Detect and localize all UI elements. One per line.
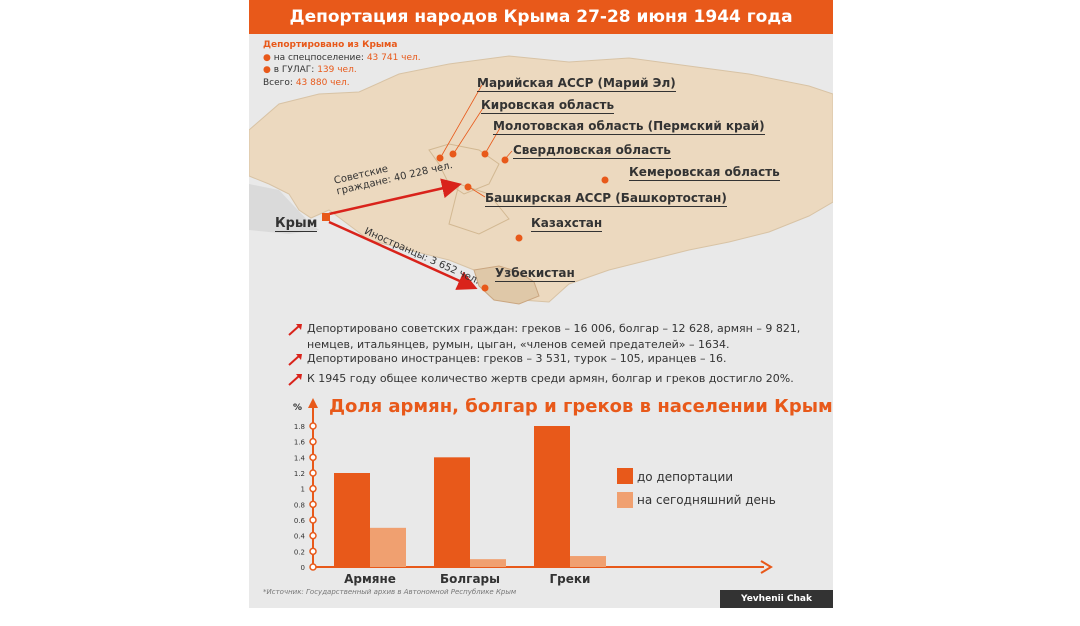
y-tick-label: 1.8	[294, 423, 305, 431]
red-arrow-icon	[288, 374, 302, 386]
x-tick-label: Армяне	[344, 572, 396, 586]
credit-badge: Yevhenii Chak (RFE/RL)	[720, 590, 833, 622]
y-tick-label: 1.6	[294, 439, 306, 447]
bar-before	[434, 457, 470, 567]
label-molotov: Молотовская область (Пермский край)	[493, 119, 765, 135]
bar-before	[534, 426, 570, 567]
bullet-icon: ●	[263, 65, 274, 75]
y-tick-marker	[309, 500, 317, 509]
y-tick-marker	[309, 453, 317, 462]
y-tick-label: 0.8	[294, 501, 305, 509]
crimea-marker	[322, 213, 330, 221]
legend-swatch-before	[617, 468, 633, 484]
y-tick-label: 1	[301, 486, 305, 494]
legend-swatch-today	[617, 492, 633, 508]
bullet-icon: ●	[263, 52, 274, 63]
y-tick-marker	[309, 531, 317, 540]
stats-heading: Депортировано из Крыма	[263, 40, 398, 50]
y-tick-label: 0.2	[294, 548, 305, 556]
fact-soviet: Депортировано советских граждан: греков …	[307, 322, 801, 351]
bar-before	[334, 473, 370, 567]
red-arrow-icon	[288, 354, 302, 366]
infographic-panel: Депортация народов Крыма 27-28 июня 1944…	[249, 0, 833, 608]
y-axis-arrowhead	[308, 398, 318, 408]
label-kazakhstan: Казахстан	[531, 216, 603, 232]
deportation-arrows	[322, 84, 609, 292]
y-tick-label: 0.6	[294, 517, 306, 525]
legend-label-before: до депортации	[637, 470, 734, 484]
y-tick-marker	[309, 422, 317, 430]
bar-chart: % 0 0.2 0.4 0.6 0.8 1 1.2 1.4 1.6 1.8 Армяне Болгары…	[293, 398, 773, 586]
stats-special: ● на спецпоселение: 43 741 чел.	[263, 52, 421, 63]
y-tick-marker	[309, 516, 317, 524]
sea-area	[249, 184, 319, 234]
y-tick-marker	[309, 484, 317, 493]
arrow-foreign	[328, 220, 478, 290]
legend-label-today: на сегодняшний день	[637, 493, 776, 507]
y-tick-label: 1.4	[294, 454, 306, 462]
arrow-soviet	[328, 178, 462, 216]
y-tick-label: 0.4	[294, 533, 306, 541]
label-kirov: Кировская область	[481, 98, 615, 114]
y-tick-label: 1.2	[294, 470, 305, 478]
stats-gulag: ● в ГУЛАГ: 139 чел.	[263, 65, 357, 75]
label-mari: Марийская АССР (Марий Эл)	[477, 76, 676, 92]
ussr-landmass	[249, 55, 833, 303]
label-crimea: Крым	[275, 216, 318, 232]
bar-today	[370, 527, 406, 567]
y-tick-marker	[309, 437, 317, 446]
label-bashkir: Башкирская АССР (Башкортостан)	[485, 191, 727, 207]
page-title: Депортация народов Крыма 27-28 июня 1944…	[249, 0, 833, 34]
y-tick-marker	[309, 547, 317, 556]
destination-dots	[436, 150, 609, 292]
stats-total: Всего: 43 880 чел.	[263, 77, 350, 88]
y-tick-marker	[309, 469, 317, 477]
bar-today	[570, 556, 606, 567]
chart-title: Доля армян, болгар и греков в населении …	[329, 396, 833, 417]
y-tick-marker	[309, 563, 317, 571]
source-note: *Источник: Государственный архив в Автон…	[263, 588, 517, 596]
red-arrow-icon	[288, 324, 302, 336]
fact-foreign: Депортировано иностранцев: греков – 3 53…	[307, 352, 727, 365]
region-borders	[428, 143, 510, 235]
y-tick-label: 0	[301, 564, 305, 572]
fact-victims: К 1945 году общее количество жертв среди…	[307, 372, 794, 385]
x-axis-arrowhead	[760, 560, 773, 574]
deportation-stats: Депортировано из Крыма ● на спецпоселени…	[263, 39, 421, 89]
label-sverdlovsk: Свердловская область	[513, 143, 671, 159]
label-uzbekistan: Узбекистан	[495, 266, 575, 282]
label-kemerovo: Кемеровская область	[629, 165, 780, 181]
bar-today	[470, 559, 506, 567]
x-tick-label: Греки	[550, 572, 591, 586]
y-axis-unit: %	[293, 403, 302, 413]
x-tick-label: Болгары	[440, 572, 500, 586]
